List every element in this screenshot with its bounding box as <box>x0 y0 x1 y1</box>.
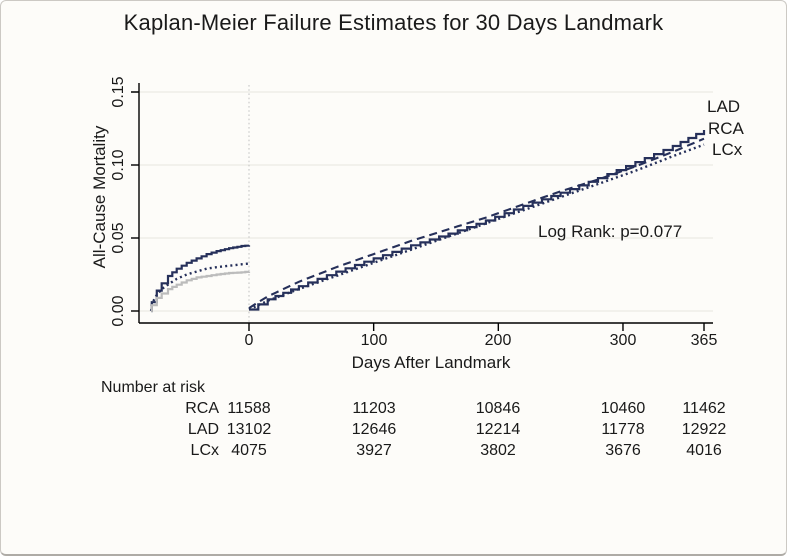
risk-cell: 11462 <box>682 400 726 417</box>
risk-cell: 3676 <box>605 442 641 459</box>
risk-cell: 11203 <box>352 400 396 417</box>
risk-row-label-rca: RCA <box>185 400 219 417</box>
curve-label-lcx: LCx <box>712 140 743 159</box>
risk-cell: 12646 <box>351 421 397 438</box>
risk-cell: 10460 <box>600 400 646 417</box>
risk-row-label-lad: LAD <box>187 421 219 438</box>
risk-cell: 11778 <box>601 421 645 438</box>
x-tick-365: 365 <box>690 332 718 349</box>
x-tick-0: 0 <box>244 332 254 349</box>
y-tick-0.00: 0.00 <box>110 295 127 327</box>
risk-cell: 13102 <box>226 421 272 438</box>
risk-cell: 12922 <box>681 421 727 438</box>
risk-cell: 3927 <box>356 442 392 459</box>
chart-title: Kaplan-Meier Failure Estimates for 30 Da… <box>123 10 664 35</box>
curve-label-lad: LAD <box>707 97 741 116</box>
risk-cell: 10846 <box>475 400 521 417</box>
x-tick-300: 300 <box>609 332 637 349</box>
risk-cell: 3802 <box>480 442 516 459</box>
curve-label-rca: RCA <box>708 119 744 138</box>
risk-row-label-lcx: LCx <box>190 442 219 459</box>
log-rank-annotation: Log Rank: p=0.077 <box>538 222 683 241</box>
x-axis-title: Days After Landmark <box>351 353 511 372</box>
y-tick-0.15: 0.15 <box>110 76 127 108</box>
risk-table-heading: Number at risk <box>101 379 206 396</box>
x-tick-200: 200 <box>484 332 512 349</box>
risk-cell: 4016 <box>686 442 722 459</box>
y-tick-0.05: 0.05 <box>110 222 127 254</box>
risk-cell: 4075 <box>231 442 267 459</box>
y-tick-0.10: 0.10 <box>110 149 127 181</box>
y-axis-title: All-Cause Mortality <box>90 125 109 269</box>
x-tick-100: 100 <box>360 332 388 349</box>
risk-cell: 12214 <box>475 421 521 438</box>
risk-cell: 11588 <box>227 400 271 417</box>
